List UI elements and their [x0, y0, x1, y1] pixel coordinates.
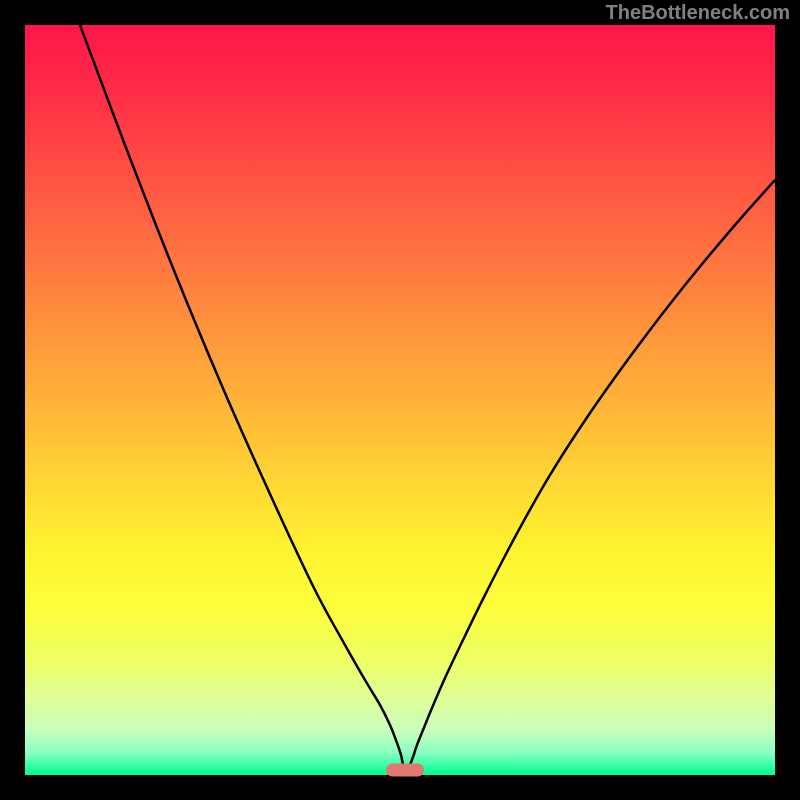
- curve-layer: [25, 25, 775, 775]
- bottleneck-curve: [80, 25, 775, 774]
- watermark-text: TheBottleneck.com: [606, 2, 790, 25]
- plot-area: [25, 25, 775, 775]
- optimal-marker: [386, 764, 424, 777]
